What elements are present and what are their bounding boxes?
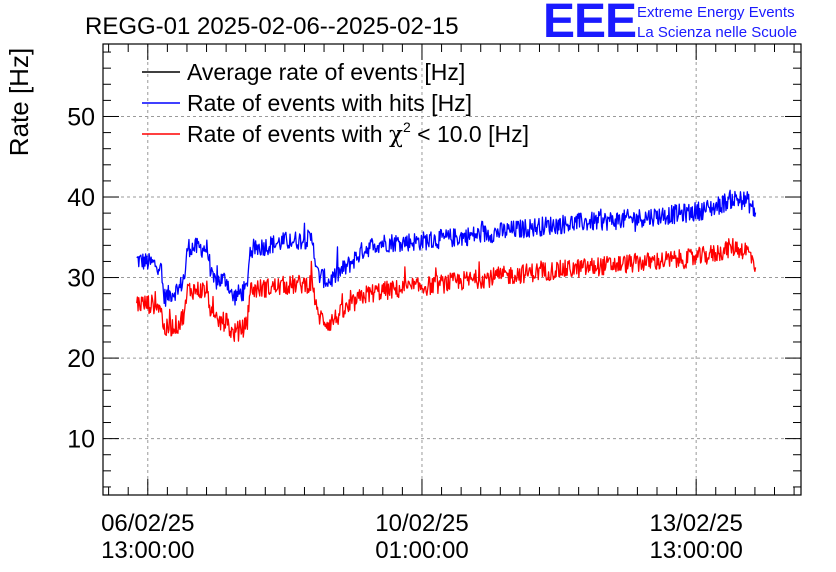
legend-label-average: Average rate of events [Hz] <box>187 59 465 85</box>
eee-logo-mark: EEE <box>543 0 637 48</box>
x-tick-label-time: 01:00:00 <box>375 537 468 564</box>
frame-layer <box>102 43 802 496</box>
y-tick-label: 30 <box>67 265 95 293</box>
chart-title: REGG-01 2025-02-06--2025-02-15 <box>85 13 459 40</box>
y-tick-label: 20 <box>67 345 95 373</box>
legend-label-chi2: Rate of events with χ2 < 10.0 [Hz] <box>187 119 529 148</box>
x-tick-label-date: 13/02/25 <box>649 510 742 537</box>
y-axis-label: Rate [Hz] <box>4 48 34 156</box>
series-line-chi2 <box>136 237 757 342</box>
eee-logo-line2: La Scienza nelle Scuole <box>637 24 798 41</box>
x-tick-label-date: 10/02/25 <box>375 510 468 537</box>
x-tick-label-time: 13:00:00 <box>101 537 194 564</box>
ticks-layer <box>103 44 801 495</box>
y-tick-label: 10 <box>67 426 95 454</box>
legend-label-hits: Rate of events with hits [Hz] <box>187 90 472 116</box>
labels-layer: 102030405006/02/2513:00:0010/02/2501:00:… <box>67 103 743 564</box>
eee-logo-line1: Extreme Energy Events <box>637 4 795 21</box>
x-tick-label-date: 06/02/25 <box>101 510 194 537</box>
y-tick-label: 50 <box>67 103 95 131</box>
series-line-hits <box>136 189 757 307</box>
series-layer <box>136 189 757 342</box>
legend: Average rate of events [Hz] Rate of even… <box>142 59 529 148</box>
x-tick-label-time: 13:00:00 <box>649 537 742 564</box>
y-tick-label: 40 <box>67 184 95 212</box>
plot-frame <box>102 43 802 496</box>
